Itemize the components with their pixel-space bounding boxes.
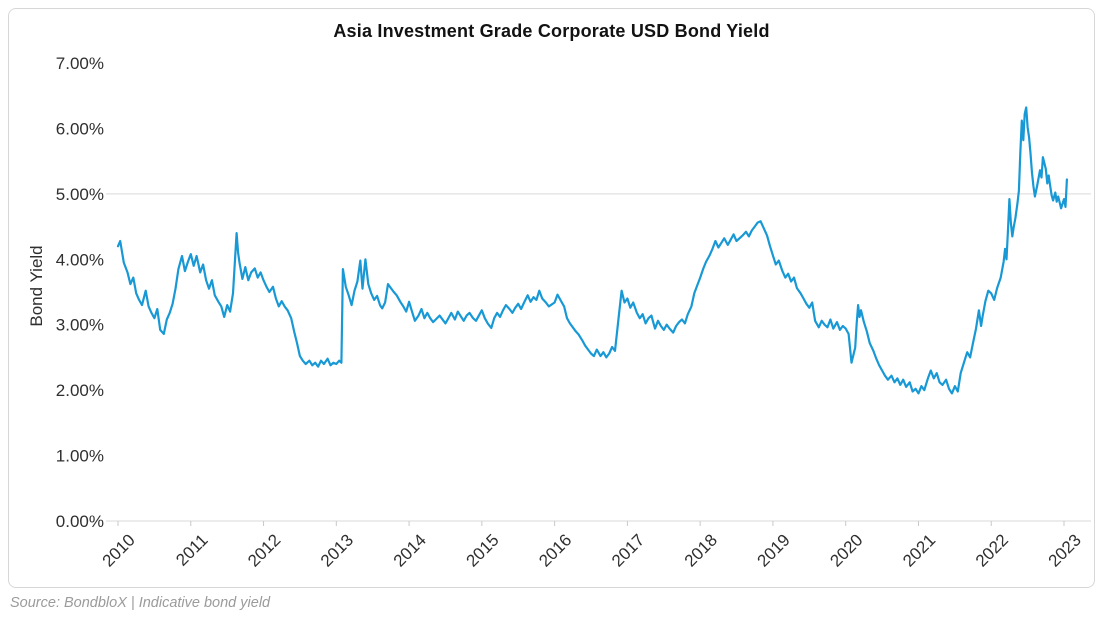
x-tick-label: 2010 bbox=[99, 530, 139, 570]
x-tick-label: 2018 bbox=[681, 530, 721, 570]
chart-card: 2010 2011 2012 2013 2014 2015 2016 2017 2018 2019… bbox=[8, 8, 1095, 588]
x-tick-label: 2023 bbox=[1045, 530, 1085, 570]
y-tick-label: 2.00% bbox=[56, 381, 104, 400]
x-tick-label: 2017 bbox=[608, 530, 648, 570]
x-tick-label: 2012 bbox=[244, 530, 284, 570]
source-note: Source: BondbloX | Indicative bond yield bbox=[10, 595, 271, 611]
x-tick-label: 2020 bbox=[826, 530, 866, 570]
bond-yield-line bbox=[116, 106, 1069, 395]
y-tick-label: 7.00% bbox=[56, 54, 104, 73]
x-tick-label: 2015 bbox=[462, 530, 502, 570]
x-tick-label: 2016 bbox=[535, 530, 575, 570]
line-chart: 2010 2011 2012 2013 2014 2015 2016 2017 2018 2019… bbox=[56, 54, 1091, 571]
x-tick-label: 2022 bbox=[972, 530, 1012, 570]
chart-title: Asia Investment Grade Corporate USD Bond… bbox=[333, 21, 770, 41]
y-tick-label: 1.00% bbox=[56, 447, 104, 466]
y-tick-label: 4.00% bbox=[56, 250, 104, 269]
x-tick-label: 2019 bbox=[754, 530, 794, 570]
y-axis-title: Bond Yield bbox=[27, 245, 46, 327]
x-tick-label: 2021 bbox=[899, 530, 939, 570]
y-tick-label: 0.00% bbox=[56, 512, 104, 531]
x-tick-label: 2014 bbox=[390, 530, 430, 570]
y-tick-label: 3.00% bbox=[56, 316, 104, 335]
x-tick-label: 2011 bbox=[172, 530, 211, 569]
y-tick-label: 6.00% bbox=[56, 119, 104, 138]
x-tick-label: 2013 bbox=[317, 530, 357, 570]
y-tick-label: 5.00% bbox=[56, 185, 104, 204]
